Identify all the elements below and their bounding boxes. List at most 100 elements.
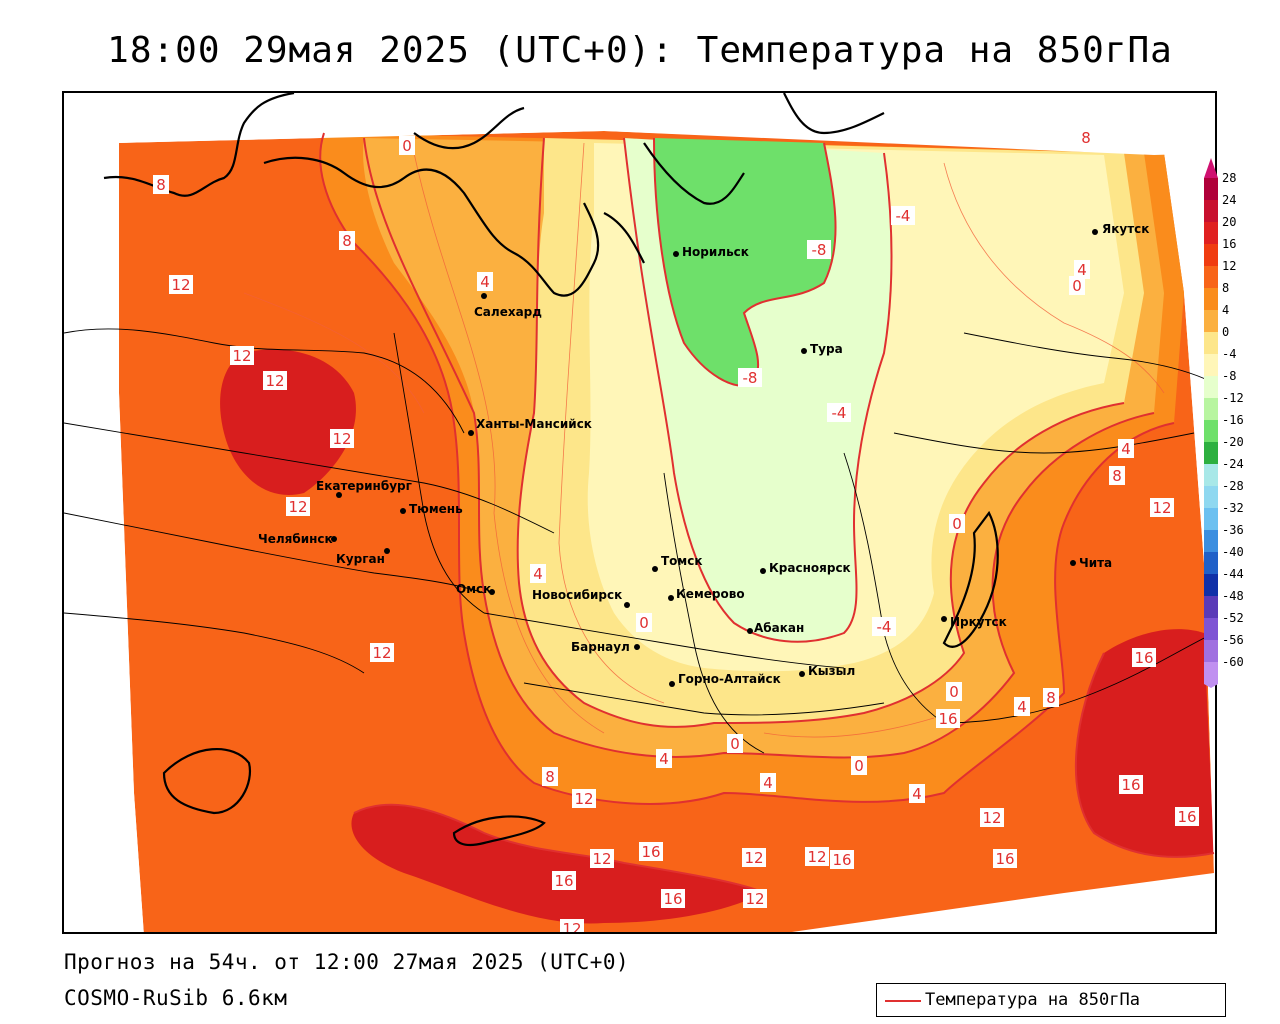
isotherm-value-label: 0 bbox=[636, 613, 652, 632]
isotherm-value-label: 4 bbox=[760, 773, 776, 792]
svg-text:4: 4 bbox=[912, 785, 922, 803]
isotherm-value-label: 4 bbox=[909, 784, 925, 803]
isotherm-value-label: -4 bbox=[827, 403, 851, 422]
isotherm-value-label: 12 bbox=[169, 275, 193, 294]
city-label-salekhard: Салехард bbox=[474, 305, 542, 319]
isotherm-value-label: 8 bbox=[153, 175, 169, 194]
city-tyumen: Тюмень bbox=[400, 502, 463, 516]
isotherm-value-label: 16 bbox=[661, 889, 685, 908]
city-irkutsk: Иркутск bbox=[941, 615, 1007, 629]
isotherm-value-label: 12 bbox=[560, 919, 584, 932]
svg-text:4: 4 bbox=[659, 750, 669, 768]
svg-text:16: 16 bbox=[663, 890, 682, 908]
isotherm-value-label: 0 bbox=[727, 734, 743, 753]
svg-text:12: 12 bbox=[592, 850, 611, 868]
isotherm-value-label: -4 bbox=[891, 206, 915, 225]
isotherm-value-label: 12 bbox=[330, 429, 354, 448]
colorbar-swatch bbox=[1204, 310, 1218, 332]
colorbar-tick-label: 8 bbox=[1222, 281, 1230, 295]
colorbar-swatch bbox=[1204, 420, 1218, 442]
svg-text:12: 12 bbox=[232, 347, 251, 365]
city-kyzyl: Кызыл bbox=[799, 664, 855, 678]
isotherm-value-label: 8 bbox=[1043, 688, 1059, 707]
isotherm-value-label: 0 bbox=[946, 682, 962, 701]
svg-text:8: 8 bbox=[342, 232, 352, 250]
svg-text:-8: -8 bbox=[812, 241, 827, 259]
colorbar-swatch bbox=[1204, 442, 1218, 464]
svg-text:0: 0 bbox=[952, 515, 962, 533]
isotherm-value-label: 12 bbox=[742, 848, 766, 867]
isotherm-value-label: 8 bbox=[339, 231, 355, 250]
thin-isotherms bbox=[243, 142, 1165, 738]
city-salekhard: Салехард bbox=[474, 293, 542, 319]
isotherm-value-label: 8 bbox=[1078, 128, 1094, 147]
svg-text:-4: -4 bbox=[896, 207, 911, 225]
colorbar-swatch bbox=[1204, 244, 1218, 266]
svg-text:12: 12 bbox=[807, 848, 826, 866]
city-yakutsk: Якутск bbox=[1092, 222, 1149, 236]
city-label-barnaul: Барнаул bbox=[571, 640, 630, 654]
city-label-yakutsk: Якутск bbox=[1102, 222, 1149, 236]
city-label-novosibirsk: Новосибирск bbox=[532, 588, 622, 602]
isotherm-value-label: 16 bbox=[639, 842, 663, 861]
colorbar-tick-label: -20 bbox=[1222, 435, 1244, 449]
colorbar-tick-label: -52 bbox=[1222, 611, 1244, 625]
colorbar-tick-label: -40 bbox=[1222, 545, 1244, 559]
city-label-tyumen: Тюмень bbox=[409, 502, 463, 516]
isotherm-value-label: 12 bbox=[590, 849, 614, 868]
legend-label: Температура на 850гПа bbox=[925, 990, 1140, 1010]
colorbar-swatch bbox=[1204, 552, 1218, 574]
city-ekaterinburg: Екатеринбург bbox=[316, 479, 412, 498]
isotherm-value-label: 12 bbox=[286, 497, 310, 516]
temperature-colorbar bbox=[1200, 158, 1222, 688]
isotherm-value-label: 4 bbox=[1118, 439, 1134, 458]
svg-text:16: 16 bbox=[641, 843, 660, 861]
colorbar-tick-label: -8 bbox=[1222, 369, 1237, 383]
city-label-krasnoyarsk: Красноярск bbox=[769, 561, 851, 575]
colorbar-swatch bbox=[1204, 662, 1218, 684]
svg-text:4: 4 bbox=[480, 273, 490, 291]
colorbar-tick-label: 20 bbox=[1222, 215, 1237, 229]
isotherm-value-label: 12 bbox=[572, 789, 596, 808]
domain-edge-left bbox=[64, 93, 144, 932]
city-label-chita: Чита bbox=[1079, 556, 1112, 570]
isotherm-value-label: 16 bbox=[1132, 648, 1156, 667]
colorbar-tick-label: -24 bbox=[1222, 457, 1244, 471]
isotherm-value-label: -8 bbox=[807, 240, 831, 259]
colorbar-tick-label: -48 bbox=[1222, 589, 1244, 603]
city-label-tura: Тура bbox=[810, 342, 843, 356]
map-area[interactable]: Салехард Норильск Якутск Тура Ханты-Манс… bbox=[62, 91, 1217, 934]
svg-text:-4: -4 bbox=[877, 618, 892, 636]
colorbar-swatch bbox=[1204, 398, 1218, 420]
isotherm-value-label: 12 bbox=[370, 643, 394, 662]
colorbar-swatch bbox=[1204, 178, 1218, 200]
isotherm-value-label: 16 bbox=[552, 871, 576, 890]
isotherm-value-label: -4 bbox=[872, 617, 896, 636]
svg-text:12: 12 bbox=[171, 276, 190, 294]
city-label-kurgan: Курган bbox=[336, 552, 385, 566]
city-krasnoyarsk: Красноярск bbox=[760, 561, 851, 575]
map-canvas: Салехард Норильск Якутск Тура Ханты-Манс… bbox=[64, 93, 1215, 932]
svg-text:4: 4 bbox=[1077, 261, 1087, 279]
isotherm-value-label: 0 bbox=[949, 514, 965, 533]
svg-text:-8: -8 bbox=[743, 369, 758, 387]
colorbar-swatch bbox=[1204, 266, 1218, 288]
svg-text:12: 12 bbox=[372, 644, 391, 662]
isotherm-value-label: 4 bbox=[1074, 260, 1090, 279]
isotherm-value-label: 0 bbox=[1069, 276, 1085, 295]
colorbar-swatch bbox=[1204, 200, 1218, 222]
svg-text:16: 16 bbox=[995, 850, 1014, 868]
colorbar-tick-label: 0 bbox=[1222, 325, 1230, 339]
cities: Салехард Норильск Якутск Тура Ханты-Манс… bbox=[258, 222, 1149, 687]
colorbar-swatch bbox=[1204, 596, 1218, 618]
isotherm-value-label: 12 bbox=[263, 371, 287, 390]
city-norilsk: Норильск bbox=[673, 245, 749, 259]
svg-text:-4: -4 bbox=[832, 404, 847, 422]
svg-text:16: 16 bbox=[1177, 808, 1196, 826]
svg-text:8: 8 bbox=[156, 176, 166, 194]
isotherm-value-label: 16 bbox=[830, 850, 854, 869]
colorbar-swatch bbox=[1204, 508, 1218, 530]
colorbar-tick-label: 16 bbox=[1222, 237, 1237, 251]
colorbar-swatch bbox=[1204, 332, 1218, 354]
isotherm-value-label: 4 bbox=[530, 564, 546, 583]
